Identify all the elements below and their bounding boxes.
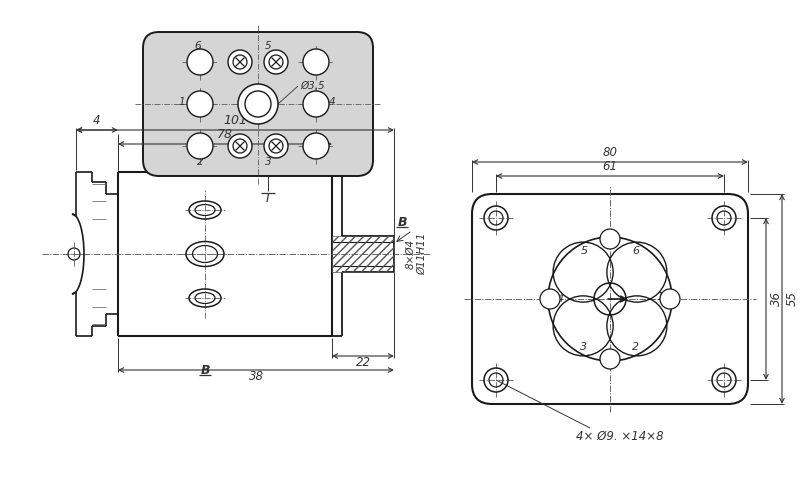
Circle shape [187,49,213,75]
Text: 5: 5 [265,41,271,51]
Circle shape [540,289,560,309]
Text: 61: 61 [602,160,618,173]
Text: 3: 3 [581,342,587,352]
Circle shape [269,55,283,69]
Circle shape [245,91,271,117]
Circle shape [660,289,680,309]
Text: 1: 1 [178,97,186,107]
Text: 4× Ø9. ×14×8: 4× Ø9. ×14×8 [576,429,664,443]
Text: 36: 36 [770,291,783,306]
Text: 6: 6 [194,41,202,51]
Text: 4: 4 [94,114,101,127]
Text: Ø11H11: Ø11H11 [417,233,427,275]
Bar [332,236,394,272]
Text: 3: 3 [265,157,271,167]
Circle shape [233,139,247,153]
Circle shape [264,50,288,74]
Text: 6: 6 [633,246,639,256]
Text: 8×Ø4: 8×Ø4 [405,239,415,269]
Circle shape [233,55,247,69]
Text: 4: 4 [329,97,335,107]
Circle shape [264,134,288,158]
Circle shape [600,349,620,369]
Text: 101: 101 [223,114,247,127]
Circle shape [269,139,283,153]
Circle shape [187,91,213,117]
Circle shape [187,133,213,159]
Text: 2: 2 [633,342,639,352]
Text: 38: 38 [249,370,263,383]
Text: 1: 1 [657,292,663,302]
Text: Ø3,5: Ø3,5 [300,81,325,91]
FancyBboxPatch shape [143,32,373,176]
Text: B: B [398,216,406,229]
Circle shape [303,91,329,117]
Text: 55: 55 [786,291,799,306]
Text: B: B [200,364,210,377]
Circle shape [303,49,329,75]
Text: 5: 5 [581,246,587,256]
Text: I: I [266,192,270,205]
Text: 22: 22 [355,356,370,369]
FancyBboxPatch shape [472,194,748,404]
Circle shape [600,229,620,249]
Text: 80: 80 [602,146,618,159]
Circle shape [228,134,252,158]
Circle shape [303,133,329,159]
Text: 4: 4 [557,294,563,304]
Circle shape [238,84,278,124]
Text: 2: 2 [197,157,203,167]
Circle shape [228,50,252,74]
Text: 78: 78 [217,128,233,141]
